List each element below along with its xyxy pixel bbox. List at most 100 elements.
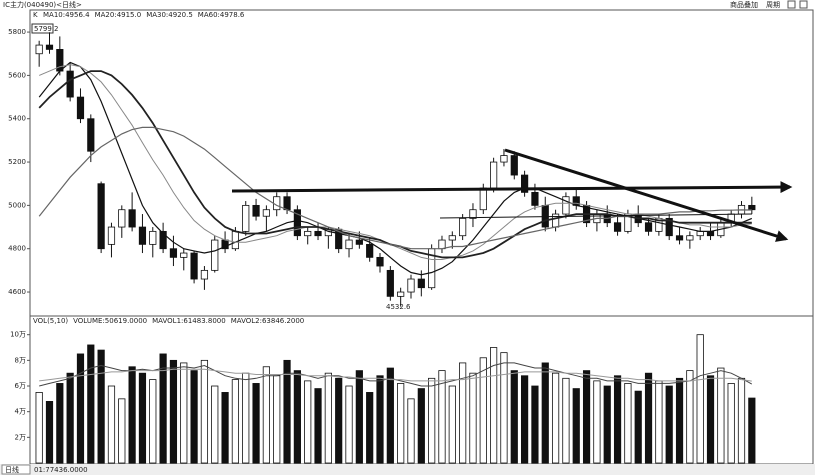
menu-item[interactable]: 商品叠加	[730, 0, 758, 9]
volume-bar	[748, 397, 756, 464]
y-tick-label: 6万	[15, 382, 26, 390]
candle-body	[45, 44, 54, 50]
candle-body	[706, 230, 715, 237]
legend-entry: MA10:4956.4	[43, 11, 90, 19]
candle-body	[448, 235, 456, 241]
volume-bar	[500, 352, 508, 464]
volume-bar	[231, 379, 240, 464]
y-tick-label: 5200	[8, 158, 26, 166]
volume-bar	[200, 359, 209, 464]
volume-bar	[159, 353, 167, 464]
volume-bar	[541, 362, 549, 464]
candle-body	[469, 209, 477, 219]
volume-bar	[128, 366, 136, 464]
candle-body	[97, 183, 105, 250]
volume-bar	[706, 375, 715, 464]
candle-body	[128, 209, 136, 228]
candle-body	[169, 248, 178, 258]
legend-entry: VOLUME:50619.0000	[73, 317, 147, 325]
volume-bar	[118, 398, 126, 464]
y-tick-label: 4600	[8, 288, 26, 296]
window-button[interactable]	[787, 0, 796, 9]
volume-bar	[304, 380, 312, 464]
volume-bar	[428, 377, 436, 464]
volume-bar	[87, 344, 95, 464]
volume-bar	[593, 380, 601, 464]
high-label-box	[31, 23, 54, 34]
volume-bar	[717, 367, 725, 464]
volume-label: VOL(5,10)	[33, 317, 68, 325]
y-tick-label: 5400	[8, 115, 26, 123]
volume-bar	[180, 362, 188, 464]
candle-body	[696, 230, 704, 237]
volume-bar	[603, 385, 611, 464]
volume-bar	[107, 385, 116, 464]
footer-tab[interactable]	[1, 464, 31, 475]
candle-body	[149, 230, 157, 245]
candle-body	[397, 291, 405, 297]
volume-bar	[696, 334, 704, 464]
volume-bar	[138, 372, 147, 464]
candle-body	[562, 196, 570, 215]
volume-bar	[149, 379, 157, 464]
candle-body	[345, 239, 353, 250]
y-tick-label: 4800	[8, 245, 26, 253]
candle-body	[35, 44, 43, 55]
candle-body	[386, 269, 394, 297]
volume-bar	[521, 375, 529, 464]
candle-body	[490, 161, 498, 189]
y-tick-label: 5600	[8, 71, 26, 79]
menu-item[interactable]: 周期	[766, 1, 780, 9]
volume-bar	[438, 370, 446, 464]
candle-body	[231, 230, 240, 250]
volume-bar	[397, 383, 405, 464]
candle-body	[665, 217, 673, 237]
volume-bar	[459, 362, 467, 464]
candle-body	[613, 222, 622, 232]
candle-body	[252, 204, 260, 217]
volume-bar	[190, 370, 198, 464]
volume-bar	[675, 377, 684, 464]
footer-tab-label[interactable]: 日线	[5, 465, 19, 474]
candle-body	[479, 187, 487, 211]
volume-bar	[510, 370, 518, 464]
candle-body	[262, 209, 270, 217]
volume-bar	[169, 359, 178, 464]
volume-bar	[283, 359, 291, 464]
volume-bar	[613, 375, 622, 464]
candle-body	[366, 243, 374, 258]
volume-bar	[624, 383, 632, 464]
volume-bar	[35, 392, 43, 464]
volume-bar	[479, 357, 487, 464]
candle-body	[66, 70, 74, 98]
candle-body	[417, 278, 425, 289]
candle-body	[190, 252, 198, 280]
volume-bar	[582, 370, 591, 464]
candle-body	[180, 252, 188, 258]
volume-bar	[490, 347, 498, 464]
candle-body	[211, 239, 219, 271]
candle-body	[510, 155, 518, 176]
candle-body	[242, 204, 250, 232]
y-tick-label: 5800	[8, 28, 26, 36]
legend-entry: MA30:4920.5	[146, 11, 193, 19]
volume-bar	[293, 370, 301, 464]
volume-bar	[644, 372, 653, 464]
volume-bar	[376, 375, 384, 464]
volume-bar	[355, 370, 363, 464]
candle-body	[459, 217, 467, 237]
volume-bar	[407, 398, 415, 464]
window-button[interactable]	[799, 0, 808, 9]
volume-bar	[551, 372, 560, 464]
y-tick-label: 5000	[8, 201, 26, 209]
volume-bar	[448, 385, 456, 464]
support-line	[439, 213, 753, 219]
volume-bar	[562, 377, 570, 464]
candle-body	[500, 155, 508, 163]
volume-bar	[531, 385, 539, 464]
candle-body	[521, 174, 529, 193]
volume-bar	[727, 383, 735, 464]
candle-body	[273, 196, 281, 211]
candle-body	[283, 196, 291, 211]
